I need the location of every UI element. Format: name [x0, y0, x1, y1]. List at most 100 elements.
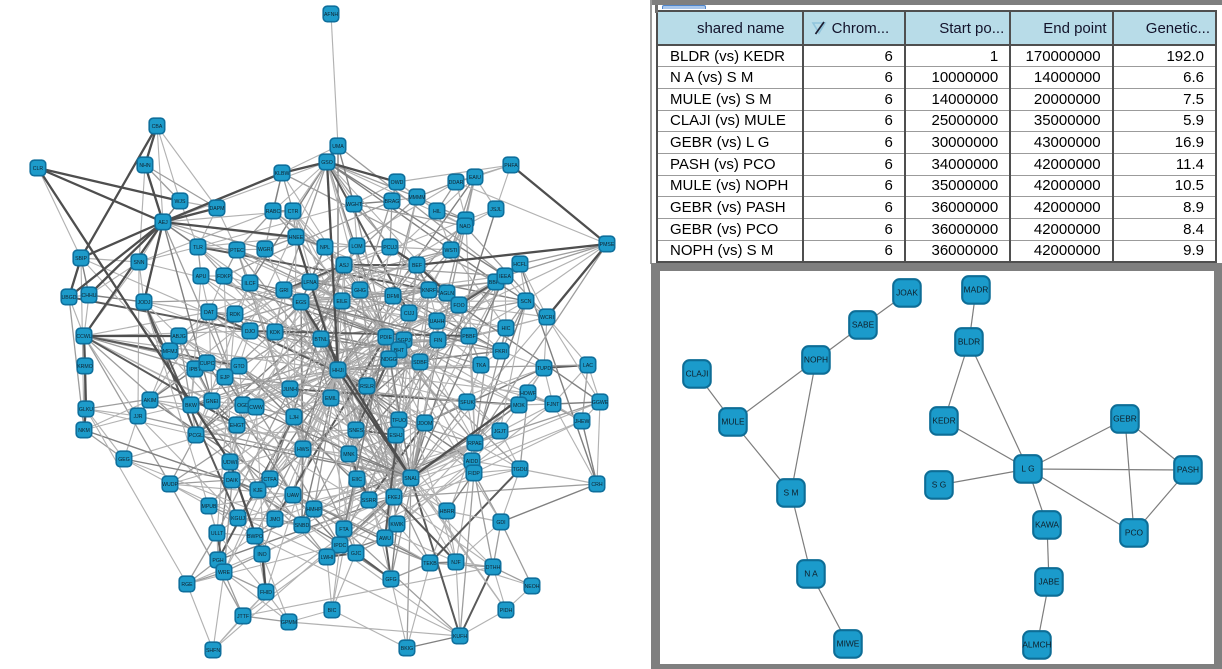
svg-text:ASJ: ASJ [339, 263, 349, 269]
svg-text:BTNL: BTNL [314, 337, 327, 343]
svg-text:UDWI: UDWI [223, 460, 237, 466]
svg-text:FIDP: FIDP [468, 471, 480, 477]
svg-text:UMA: UMA [332, 144, 344, 150]
svg-text:JMO: JMO [270, 517, 281, 523]
svg-text:FJNT: FJNT [547, 402, 561, 408]
svg-text:NJF: NJF [451, 560, 461, 566]
svg-text:BRAG: BRAG [385, 199, 400, 205]
svg-text:SNES: SNES [349, 428, 364, 434]
svg-text:LAC: LAC [583, 363, 593, 369]
svg-text:JGJT: JGJT [494, 429, 507, 435]
svg-text:AWU: AWU [379, 536, 391, 542]
svg-text:KAWA: KAWA [1035, 520, 1059, 530]
svg-text:DDAR: DDAR [449, 180, 464, 186]
svg-text:GDI: GDI [496, 520, 505, 526]
svg-text:CTFA: CTFA [263, 477, 277, 483]
svg-text:GPMM: GPMM [281, 620, 297, 626]
svg-text:ULLT: ULLT [211, 531, 224, 537]
svg-text:ALMCH: ALMCH [1022, 640, 1051, 650]
svg-text:JTTF: JTTF [237, 614, 249, 620]
svg-text:TEKB: TEKB [423, 561, 437, 567]
svg-text:NOPH: NOPH [804, 355, 828, 365]
svg-text:AFNH: AFNH [324, 12, 338, 18]
svg-text:L G: L G [1021, 464, 1034, 474]
svg-text:PTEC: PTEC [230, 248, 244, 254]
svg-text:CUPC: CUPC [200, 361, 215, 367]
svg-text:MMMM: MMMM [408, 195, 425, 201]
svg-text:KRMO: KRMO [77, 364, 93, 370]
svg-text:SGPJ: SGPJ [397, 338, 411, 344]
svg-text:PBBF: PBBF [462, 334, 476, 340]
svg-text:WUDP: WUDP [162, 482, 178, 488]
svg-text:PDIE: PDIE [380, 335, 393, 341]
svg-text:MNK: MNK [343, 452, 355, 458]
svg-text:LJH: LJH [289, 415, 298, 421]
svg-text:HBRR: HBRR [440, 509, 455, 515]
svg-text:WGHT: WGHT [346, 202, 363, 208]
svg-text:GNEI: GNEI [206, 399, 219, 405]
svg-text:RSLR: RSLR [360, 384, 374, 390]
svg-text:N A: N A [804, 569, 818, 579]
svg-text:EGS: EGS [296, 300, 307, 306]
svg-text:NPL: NPL [320, 245, 330, 251]
svg-text:HIL: HIL [433, 209, 441, 215]
svg-text:MADR: MADR [964, 285, 989, 295]
svg-text:DJO: DJO [245, 329, 255, 335]
svg-text:RPAE: RPAE [468, 441, 482, 447]
svg-text:HIC: HIC [502, 326, 511, 332]
svg-text:GSO: GSO [321, 160, 333, 166]
svg-text:TGDU: TGDU [513, 467, 528, 473]
svg-text:JODJ: JODJ [138, 300, 151, 306]
svg-text:BBPD: BBPD [489, 280, 503, 286]
svg-text:PIDH: PIDH [500, 608, 513, 614]
svg-text:TKA: TKA [476, 363, 487, 369]
svg-text:S G: S G [932, 480, 946, 490]
svg-text:NAO: NAO [459, 224, 470, 230]
svg-text:PHFA: PHFA [504, 163, 518, 169]
svg-text:EJP: EJP [220, 375, 230, 381]
svg-text:RABC: RABC [266, 209, 281, 215]
svg-text:MOK: MOK [513, 403, 525, 409]
svg-text:S M: S M [784, 488, 799, 498]
svg-text:PGH: PGH [212, 558, 223, 564]
svg-text:FKEJ: FKEJ [388, 495, 401, 501]
svg-text:MIWE: MIWE [837, 639, 860, 649]
svg-text:NKM: NKM [78, 428, 90, 434]
svg-text:FDKP: FDKP [217, 274, 231, 280]
svg-text:SCN: SCN [521, 299, 532, 305]
svg-text:APU: APU [196, 274, 207, 280]
svg-text:RGE: RGE [181, 582, 193, 588]
svg-text:RDK: RDK [230, 312, 241, 318]
svg-text:EAIU: EAIU [469, 175, 481, 181]
svg-text:WGRI: WGRI [258, 247, 272, 253]
svg-text:HNEE: HNEE [289, 235, 304, 241]
svg-text:FTA: FTA [339, 527, 349, 533]
svg-text:KDK: KDK [270, 330, 281, 336]
svg-text:HCFL: HCFL [513, 262, 527, 268]
svg-text:KLBW: KLBW [275, 171, 290, 177]
svg-text:FHID: FHID [260, 590, 272, 596]
svg-text:DAT: DAT [204, 310, 215, 316]
svg-text:HWS: HWS [297, 447, 310, 453]
svg-text:WJS: WJS [175, 199, 186, 205]
svg-text:MULE: MULE [721, 417, 745, 427]
svg-text:SNAL: SNAL [404, 476, 418, 482]
svg-text:FKRI: FKRI [495, 349, 507, 355]
svg-text:UBGD: UBGD [62, 295, 77, 301]
svg-text:SDBF: SDBF [413, 360, 427, 366]
svg-text:CLR: CLR [33, 166, 44, 172]
svg-text:AEJ: AEJ [158, 220, 168, 226]
svg-text:WCRI: WCRI [540, 315, 554, 321]
svg-text:LFNA: LFNA [303, 280, 317, 286]
svg-text:BHT: BHT [394, 348, 405, 354]
svg-text:GRI: GRI [279, 288, 288, 294]
svg-text:BKW: BKW [185, 403, 197, 409]
svg-text:TFUO: TFUO [392, 418, 406, 424]
svg-text:BIC: BIC [328, 608, 337, 614]
svg-text:WRE: WRE [218, 570, 231, 576]
svg-text:DTHH: DTHH [486, 565, 501, 571]
svg-text:EILE: EILE [336, 299, 348, 305]
svg-text:JOAK: JOAK [896, 288, 918, 298]
svg-text:KEDR: KEDR [932, 416, 955, 426]
svg-text:GLKU: GLKU [79, 407, 93, 413]
